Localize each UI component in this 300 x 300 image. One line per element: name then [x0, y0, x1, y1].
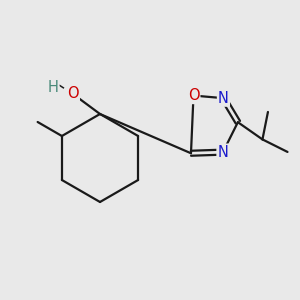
Text: N: N	[218, 145, 228, 160]
Text: O: O	[67, 86, 79, 101]
Text: O: O	[188, 88, 199, 103]
Text: N: N	[218, 91, 229, 106]
Text: H: H	[48, 80, 58, 95]
